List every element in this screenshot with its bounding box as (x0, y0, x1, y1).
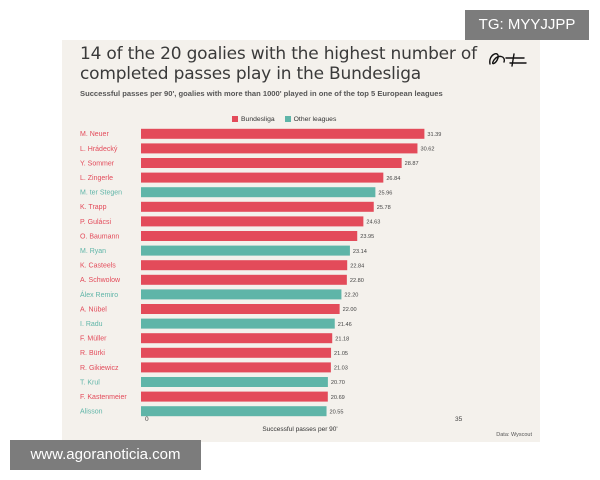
value-label: 23.95 (360, 234, 374, 240)
bar-bundesliga (141, 143, 418, 154)
category-label: M. Ryan (80, 248, 106, 255)
value-label: 22.20 (344, 293, 358, 299)
bar-bundesliga (141, 304, 340, 314)
legend-swatch-other-leagues (284, 116, 291, 122)
chart-title: 14 of the 20 goalies with the highest nu… (80, 44, 477, 84)
legend-item-bundesliga: Bundesliga (232, 116, 275, 123)
bar-bundesliga (141, 216, 364, 227)
legend-label-other-leagues: Other leagues (293, 115, 337, 123)
bar-other-leagues (141, 289, 342, 300)
bar-bundesliga (141, 231, 358, 241)
category-label: A. Nübel (80, 306, 107, 313)
value-label: 25.96 (378, 190, 392, 196)
category-label: Y. Sommer (80, 160, 115, 167)
bar-bundesliga (141, 274, 347, 285)
chart-legend: Bundesliga Other leagues (232, 114, 346, 124)
value-label: 22.84 (350, 263, 364, 269)
category-label: L. Zingerle (80, 175, 113, 182)
category-label: K. Casteels (80, 263, 116, 270)
category-label: K. Trapp (80, 204, 107, 211)
bar-bundesliga (141, 201, 374, 212)
value-label: 26.84 (386, 176, 400, 182)
bar-bundesliga (141, 172, 384, 183)
chart-subtitle: Successful passes per 90', goalies with … (80, 89, 443, 98)
value-label: 23.14 (353, 249, 367, 255)
bar-bundesliga (141, 362, 331, 373)
x-tick-label-0: 0 (145, 416, 149, 423)
value-label: 20.69 (331, 395, 345, 401)
bar-bundesliga (141, 333, 333, 344)
legend-item-other-leagues: Other leagues (284, 115, 337, 123)
bar-bundesliga (141, 391, 328, 402)
category-label: L. Hrádecký (80, 146, 118, 153)
value-label: 21.05 (334, 351, 348, 357)
category-label: Alisson (80, 409, 103, 416)
category-label: F. Kastenmeier (80, 394, 127, 401)
value-label: 21.03 (334, 366, 348, 372)
category-label: O. Baumann (80, 233, 119, 240)
bar-other-leagues (141, 187, 376, 198)
category-label: A. Schwolow (80, 277, 121, 284)
category-label: F. Müller (80, 336, 107, 343)
category-label: R. Bürki (80, 350, 105, 357)
bar-other-leagues (141, 245, 350, 256)
category-label: Álex Remiro (80, 290, 118, 299)
value-label: 25.78 (377, 205, 391, 211)
bar-bundesliga (141, 347, 332, 358)
bar-other-leagues (141, 377, 328, 387)
data-source: Data: Wyscout (496, 432, 532, 438)
value-label: 20.70 (331, 380, 345, 386)
telegram-watermark: TG: MYYJJPP (465, 10, 589, 40)
x-axis-label: Successful passes per 90' (262, 426, 337, 433)
bar-other-leagues (141, 406, 327, 417)
category-label: I. Radu (80, 321, 103, 328)
legend-swatch-bundesliga (232, 116, 238, 122)
value-label: 20.55 (330, 409, 344, 415)
value-label: 21.18 (335, 336, 349, 342)
signature-logo (489, 53, 527, 67)
bar-group: M. Neuer 31.39 L. Hrádecký 30.62 Y. Sommer 28… (80, 128, 441, 417)
x-tick-label-35: 35 (455, 416, 463, 423)
bar-bundesliga (141, 260, 348, 271)
bar-bundesliga (141, 158, 402, 168)
value-label: 22.80 (350, 278, 364, 284)
bar-other-leagues (141, 318, 335, 329)
category-label: P. Gulácsi (80, 219, 111, 226)
value-label: 24.63 (366, 220, 380, 226)
value-label: 30.62 (420, 147, 434, 153)
category-label: M. Neuer (80, 131, 109, 138)
site-watermark: www.agoranoticia.com (10, 440, 201, 470)
category-label: M. ter Stegen (80, 190, 122, 197)
bar-bundesliga (141, 128, 425, 139)
value-label: 21.46 (338, 322, 352, 328)
value-label: 31.39 (427, 132, 441, 138)
category-label: T. Krul (80, 379, 100, 386)
category-label: R. Gikiewicz (80, 365, 119, 372)
legend-label-bundesliga: Bundesliga (241, 115, 275, 123)
value-label: 28.87 (405, 161, 419, 167)
value-label: 22.00 (343, 307, 357, 313)
